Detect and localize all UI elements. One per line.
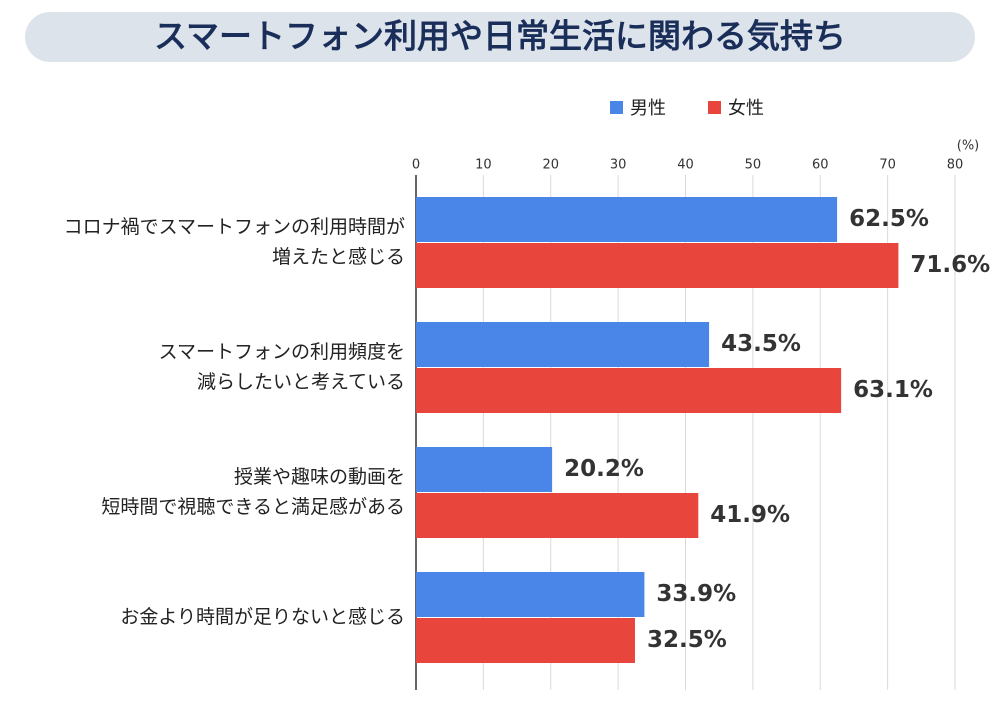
bar <box>416 322 710 367</box>
value-label: 43.5% <box>721 331 801 357</box>
category-label: コロナ禍でスマートフォンの利用時間が 増えたと感じる <box>63 216 405 268</box>
bar <box>416 243 899 288</box>
x-tick-label: 30 <box>610 158 627 173</box>
value-label: 63.1% <box>853 377 933 403</box>
value-label: 41.9% <box>710 502 790 528</box>
legend-swatch <box>708 101 721 114</box>
axis-unit: (%) <box>957 139 980 154</box>
chart-title: スマートフォン利用や日常生活に関わる気持ち <box>154 17 846 56</box>
x-tick-label: 80 <box>947 158 964 173</box>
title-banner <box>25 12 975 62</box>
legend-label: 女性 <box>728 98 764 119</box>
legend-swatch <box>610 101 623 114</box>
bar <box>416 618 635 663</box>
category-label: スマートフォンの利用頻度を 減らしたいと考えている <box>158 341 405 393</box>
x-tick-label: 0 <box>412 158 420 173</box>
value-label: 33.9% <box>656 581 736 607</box>
value-label: 62.5% <box>849 206 929 232</box>
bar <box>416 197 838 242</box>
x-tick-label: 10 <box>475 158 492 173</box>
x-tick-label: 50 <box>745 158 762 173</box>
bar <box>416 493 699 538</box>
category-label: お金より時間が足りないと感じる <box>120 606 405 628</box>
x-tick-label: 60 <box>812 158 829 173</box>
bar <box>416 572 645 617</box>
x-tick-label: 40 <box>677 158 694 173</box>
value-label: 71.6% <box>910 252 990 278</box>
value-label: 32.5% <box>647 627 727 653</box>
value-label: 20.2% <box>564 456 644 482</box>
bar <box>416 368 842 413</box>
x-tick-label: 70 <box>879 158 896 173</box>
bar <box>416 447 553 492</box>
x-tick-label: 20 <box>542 158 559 173</box>
legend-label: 男性 <box>630 98 666 119</box>
category-label: 授業や趣味の動画を 短時間で視聴できると満足感がある <box>101 466 405 518</box>
